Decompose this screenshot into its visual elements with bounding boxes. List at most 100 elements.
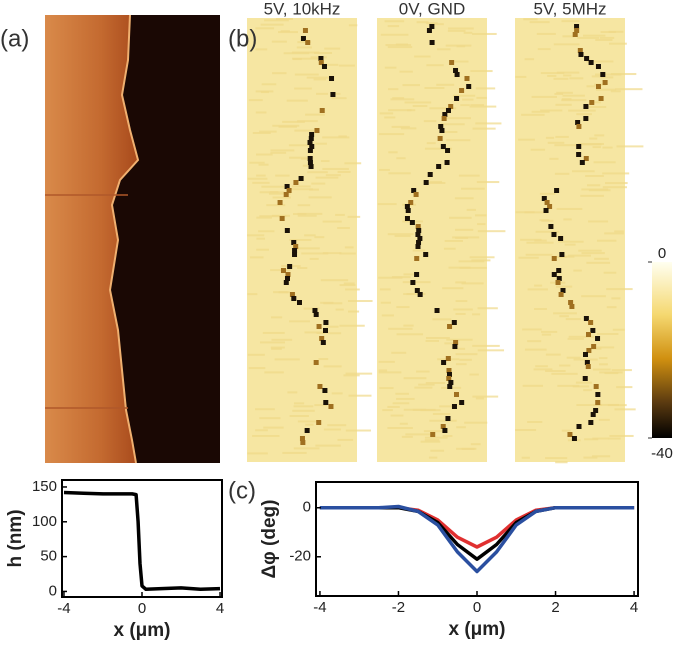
image-noise [256,248,269,251]
image-noise [521,456,530,459]
image-dot [436,164,442,169]
image-noise [388,109,412,112]
image-noise [414,386,433,389]
image-noise [567,337,584,340]
image-noise [314,404,327,407]
image-noise [331,97,347,100]
image-noise [322,136,350,139]
image-noise [455,228,474,231]
image-noise [380,33,409,36]
image-dot [558,292,564,297]
image-noise [288,144,313,147]
image-dot [559,252,565,257]
image-noise [297,420,320,423]
image-noise [553,77,569,80]
image-noise [424,147,452,150]
image-noise [314,52,333,55]
image-noise [379,112,394,115]
image-noise [460,187,485,190]
image-noise [586,60,614,63]
image-noise [446,338,473,341]
image-noise [247,452,268,455]
image-noise [403,324,414,327]
image-dot [414,272,420,277]
image-noise [247,293,258,296]
plot-frame [315,481,639,597]
image-noise [412,249,426,252]
image-noise [348,310,360,313]
image-noise [555,461,568,464]
image-noise [611,297,621,300]
image-noise [305,113,325,116]
image-noise [608,30,624,33]
image-noise [460,104,470,107]
image-noise [609,42,627,45]
image-dot [593,384,599,389]
image-noise [324,47,341,50]
image-noise [455,363,467,366]
image-noise [424,439,440,442]
image-dot [572,32,578,37]
image-dot [574,24,580,29]
image-noise [565,318,581,321]
image-noise [432,412,451,415]
image-noise [471,259,491,262]
image-dot [437,136,443,141]
image-noise [448,27,474,30]
image-noise [555,103,572,106]
data-line [319,504,635,574]
image-noise [344,246,354,249]
image-noise [454,197,474,200]
image-noise [463,31,473,34]
image-noise [585,105,607,108]
image-noise [339,324,365,327]
image-noise [614,408,636,411]
image-noise [559,315,569,318]
image-noise [615,88,643,91]
image-noise [545,369,566,372]
image-noise [585,174,604,177]
image-noise [347,215,361,218]
image-dot [423,252,429,257]
image-noise [539,192,556,195]
image-noise [588,220,609,223]
image-dot [319,108,325,113]
image-dot [442,112,448,117]
image-title: 5V, 5MHz [533,0,606,18]
image-noise [575,381,592,384]
image-noise [338,64,355,67]
image-noise [522,328,542,331]
image-noise [275,174,290,177]
image-noise [545,457,568,460]
image-noise [602,172,630,175]
image-noise [331,92,341,95]
image-dot [307,160,313,165]
y-axis-label: h (nm) [5,509,26,567]
image-noise [583,456,598,459]
image-noise [259,341,286,344]
image-noise [584,438,599,441]
image-noise [272,196,291,199]
image-noise [259,417,281,420]
image-dot [583,316,589,321]
image-dot [404,216,410,221]
image-noise [247,353,265,356]
image-noise [256,153,273,156]
image-noise [567,254,591,257]
image-dot [576,144,582,149]
image-noise [297,212,323,215]
image-dot [309,132,315,137]
image-noise [345,429,371,432]
image-noise [455,300,468,303]
image-title: 5V, 10kHz [264,0,341,18]
image-noise [384,66,397,69]
image-noise [414,55,431,58]
image-noise [396,397,415,400]
image-noise [520,238,542,241]
image-noise [518,256,539,259]
image-noise [387,233,414,236]
image-dot [307,148,313,153]
image-dot [410,280,416,285]
image-noise [392,97,405,100]
image-noise [321,63,339,66]
